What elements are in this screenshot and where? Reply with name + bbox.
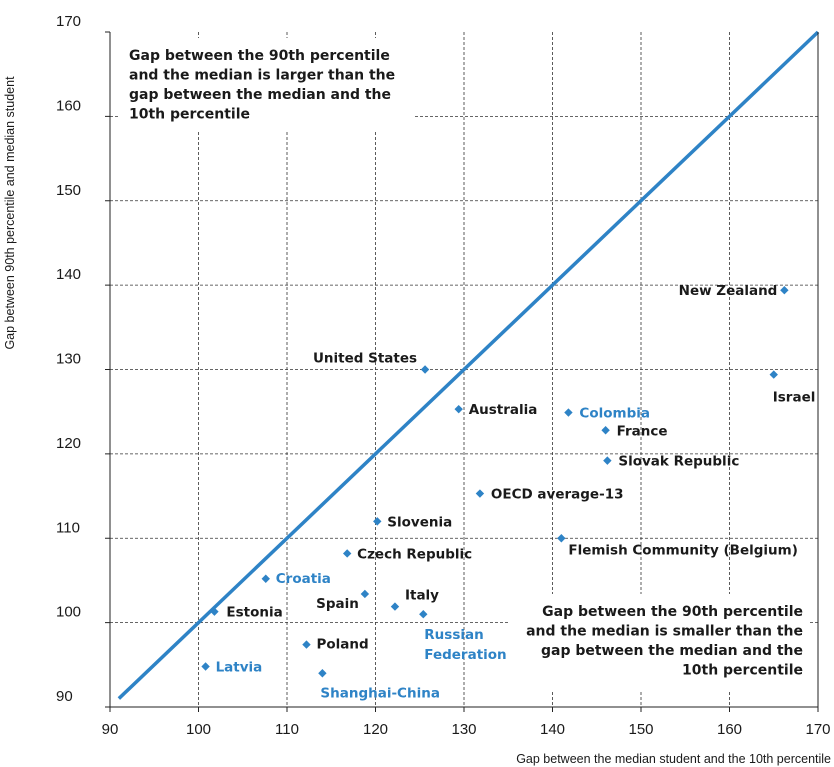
- annotation-upper: Gap between the 90th percentile and the m…: [120, 38, 415, 132]
- point-label-slovak-republic: Slovak Republic: [618, 454, 739, 470]
- data-point-croatia: [261, 574, 270, 583]
- annotation-lower-line: and the median is smaller than the: [526, 624, 803, 640]
- y-tick-label-90: 90: [56, 688, 73, 705]
- point-label-poland: Poland: [316, 637, 368, 653]
- x-tick-label-120: 120: [363, 721, 388, 738]
- data-point-new-zealand: [780, 285, 789, 295]
- y-tick-label-140: 140: [56, 266, 81, 283]
- point-label-line: Russian: [424, 627, 483, 643]
- point-label-flemish-community-belgium-: Flemish Community (Belgium): [568, 542, 798, 558]
- x-tick-label-150: 150: [628, 721, 653, 738]
- annotation-lower-line: 10th percentile: [682, 663, 803, 679]
- point-label-australia: Australia: [469, 402, 538, 418]
- data-point-france: [601, 426, 610, 435]
- data-point-russian-federation: [419, 609, 428, 619]
- y-tick-label-150: 150: [56, 182, 81, 199]
- annotation-upper-line: Gap between the 90th percentile: [129, 48, 390, 64]
- y-tick-label-110: 110: [56, 519, 80, 536]
- x-tick-label-90: 90: [102, 721, 119, 738]
- x-tick-label-130: 130: [451, 721, 476, 738]
- y-tick-label-130: 130: [56, 351, 81, 368]
- point-label-israel: Israel: [773, 390, 816, 406]
- data-point-latvia: [201, 662, 210, 671]
- data-point-estonia: [210, 607, 219, 616]
- annotation-upper-segment: larger: [276, 68, 324, 84]
- x-tick-label-170: 170: [805, 721, 830, 738]
- annotation-lower-segment: than the: [731, 624, 803, 640]
- tick-labels: 90 100 110 120 130 140 150 160 170 90 100 110 120 130…: [56, 13, 831, 738]
- y-tick-label-160: 160: [56, 97, 81, 114]
- annotation-upper-segment: and the median is: [129, 68, 276, 84]
- data-point-poland: [302, 640, 311, 649]
- reference-line: [117, 30, 820, 700]
- data-point-flemish-community-belgium-: [557, 534, 566, 543]
- annotation-lower-box: [510, 594, 810, 690]
- data-point-australia: [454, 404, 463, 414]
- y-tick-label-120: 120: [56, 435, 81, 452]
- annotation-upper-segment: 10th percentile: [129, 107, 250, 123]
- point-label-spain: Spain: [316, 596, 359, 612]
- data-point-oecd-average-13: [475, 489, 485, 498]
- annotation-upper-segment: than the: [323, 68, 395, 84]
- annotation-lower-segment: gap between the median and the: [541, 643, 803, 659]
- point-label-colombia: Colombia: [579, 406, 650, 422]
- data-point-czech-republic: [342, 549, 352, 558]
- x-tick-label-110: 110: [275, 721, 299, 738]
- data-point-slovenia: [373, 517, 382, 526]
- data-point-united-states: [420, 365, 430, 374]
- point-label-shanghai-china: Shanghai-China: [320, 685, 440, 701]
- point-label-russian-federation: Russian Federation: [424, 627, 506, 663]
- annotation-lower: Gap between the 90th percentile and the m…: [510, 594, 810, 690]
- point-label-new-zealand: New Zealand: [679, 283, 778, 299]
- annotation-upper-segment: gap between the median and the: [129, 87, 391, 103]
- data-points: [201, 285, 789, 678]
- equal-gap-line: [117, 30, 820, 700]
- point-label-line: Federation: [424, 647, 506, 663]
- annotation-upper-line: and the median is larger than the: [129, 68, 395, 84]
- axes: [105, 31, 819, 712]
- annotation-lower-line: gap between the median and the: [541, 643, 803, 659]
- data-point-colombia: [564, 408, 573, 417]
- data-point-israel: [769, 370, 778, 379]
- annotation-upper-line: 10th percentile: [129, 107, 250, 123]
- annotation-upper-line: gap between the median and the: [129, 87, 391, 103]
- data-point-slovak-republic: [603, 456, 612, 465]
- data-point-shanghai-china: [318, 669, 327, 678]
- y-tick-label-100: 100: [56, 604, 81, 621]
- x-tick-label-140: 140: [540, 721, 565, 738]
- x-axis-title: Gap between the median student and the 1…: [516, 752, 831, 766]
- annotation-upper-segment: Gap between the 90th percentile: [129, 48, 390, 64]
- point-label-france: France: [617, 423, 668, 439]
- annotation-lower-segment: and the median is: [526, 624, 673, 640]
- x-tick-label-100: 100: [186, 721, 211, 738]
- y-axis-title: Gap between 90th percentile and median s…: [3, 76, 17, 350]
- annotation-upper-box: [120, 38, 415, 132]
- point-label-united-states: United States: [313, 351, 417, 367]
- annotation-lower-segment: 10th percentile: [682, 663, 803, 679]
- point-label-czech-republic: Czech Republic: [357, 546, 472, 562]
- point-label-slovenia: Slovenia: [387, 514, 452, 530]
- annotation-lower-segment: Gap between the 90th percentile: [542, 604, 803, 620]
- point-labels: New Zealand Israel United States Australia C…: [216, 283, 816, 701]
- point-label-oecd-average-13: OECD average-13: [491, 487, 624, 503]
- point-label-latvia: Latvia: [216, 660, 263, 676]
- point-label-croatia: Croatia: [276, 571, 331, 587]
- point-label-estonia: Estonia: [226, 605, 282, 621]
- y-tick-label-170: 170: [56, 13, 81, 30]
- data-point-italy: [390, 602, 400, 611]
- annotation-lower-segment: smaller: [673, 624, 731, 640]
- annotation-lower-line: Gap between the 90th percentile: [542, 604, 803, 620]
- x-tick-label-160: 160: [717, 721, 742, 738]
- data-point-spain: [360, 589, 370, 599]
- point-label-italy: Italy: [405, 588, 439, 604]
